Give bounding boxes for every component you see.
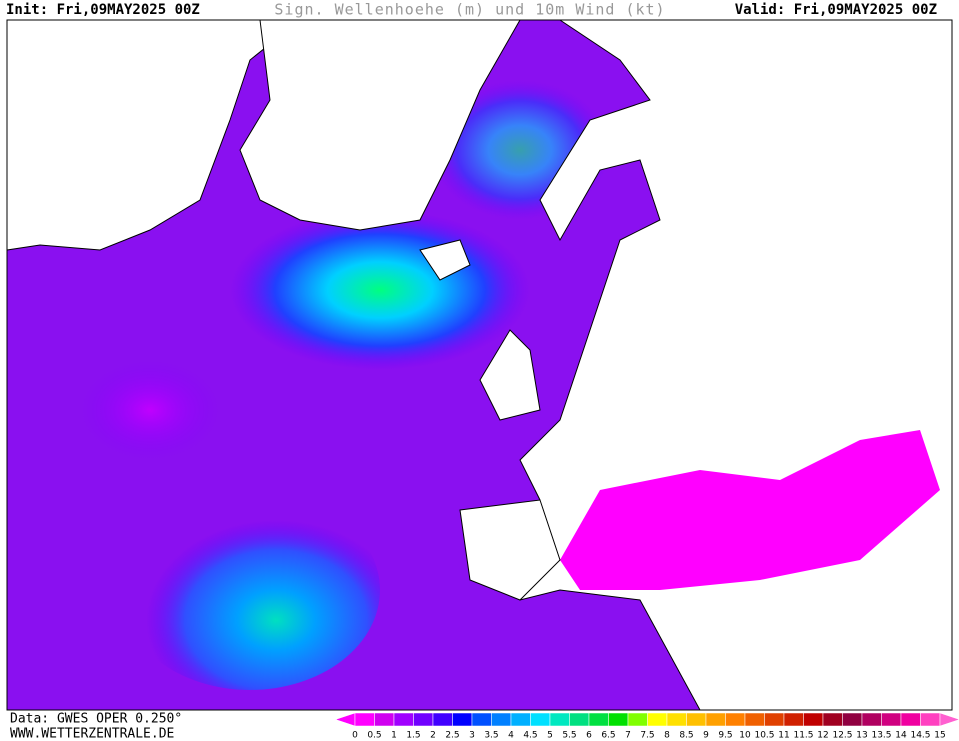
colorbar-label: 4	[508, 731, 514, 741]
colorbar: 0 0.5 1 1.5 2 2.5 3 3.5 4 4.5 5 5.5 6 6.5 7 7.5 8 8.5 9 9.5…	[334, 712, 959, 741]
colorbar-label: 0	[352, 731, 358, 741]
colorbar-label: 4.5	[523, 731, 537, 741]
iberia	[459, 499, 561, 601]
britain	[479, 329, 541, 421]
colorbar-box	[686, 712, 707, 727]
colorbar-label: 6	[586, 731, 592, 741]
website: WWW.WETTERZENTRALE.DE	[10, 727, 174, 741]
colorbar-label: 13.5	[871, 731, 891, 741]
colorbar-label: 2.5	[445, 731, 459, 741]
colorbar-label: 7.5	[640, 731, 654, 741]
data-source: Data: GWES OPER 0.250°	[10, 712, 182, 727]
colorbar-box	[627, 712, 648, 727]
colorbar-under	[334, 712, 356, 727]
map-title: Sign. Wellenhoehe (m) und 10m Wind (kt)	[274, 1, 665, 19]
init-time: Init: Fri,09MAY2025 00Z	[6, 2, 200, 18]
colorbar-label: 1.5	[406, 731, 420, 741]
colorbar-label: 0.5	[367, 731, 381, 741]
iceland	[419, 239, 471, 281]
colorbar-box	[725, 712, 746, 727]
colorbar-box	[881, 712, 902, 727]
colorbar-label: 3	[469, 731, 475, 741]
colorbar-label: 14	[895, 731, 907, 741]
greenland	[239, 19, 521, 231]
colorbar-label: 11.5	[793, 731, 813, 741]
colorbar-box	[647, 712, 668, 727]
map	[6, 19, 953, 711]
colorbar-box	[393, 712, 414, 727]
colorbar-box	[666, 712, 687, 727]
colorbar-label: 9.5	[718, 731, 732, 741]
colorbar-box	[530, 712, 551, 727]
colorbar-box	[549, 712, 570, 727]
colorbar-label: 15	[934, 731, 945, 741]
mediterranean	[560, 430, 940, 590]
colorbar-box	[432, 712, 453, 727]
colorbar-box	[491, 712, 512, 727]
colorbar-box	[471, 712, 492, 727]
colorbar-box	[705, 712, 726, 727]
wave-field	[80, 360, 220, 460]
colorbar-box	[588, 712, 609, 727]
wave-field	[230, 210, 530, 370]
colorbar-label: 14.5	[910, 731, 930, 741]
colorbar-box	[354, 712, 375, 727]
colorbar-label: 1	[391, 731, 397, 741]
colorbar-label: 10.5	[754, 731, 774, 741]
colorbar-box	[920, 712, 941, 727]
colorbar-label: 2	[430, 731, 436, 741]
colorbar-label: 7	[625, 731, 631, 741]
colorbar-label: 8	[664, 731, 670, 741]
colorbar-label: 10	[739, 731, 751, 741]
colorbar-box	[861, 712, 882, 727]
colorbar-box	[803, 712, 824, 727]
colorbar-box	[510, 712, 531, 727]
colorbar-label: 11	[778, 731, 789, 741]
colorbar-box	[822, 712, 843, 727]
colorbar-label: 13	[856, 731, 867, 741]
colorbar-box	[842, 712, 863, 727]
colorbar-box	[900, 712, 921, 727]
map-frame	[6, 19, 953, 711]
colorbar-label: 12.5	[832, 731, 852, 741]
colorbar-label: 3.5	[484, 731, 498, 741]
colorbar-box	[452, 712, 473, 727]
colorbar-label: 8.5	[679, 731, 693, 741]
colorbar-label: 12	[817, 731, 828, 741]
colorbar-label: 5	[547, 731, 553, 741]
colorbar-box	[413, 712, 434, 727]
colorbar-label: 5.5	[562, 731, 576, 741]
valid-time: Valid: Fri,09MAY2025 00Z	[735, 2, 937, 18]
colorbar-box	[569, 712, 590, 727]
colorbar-box	[744, 712, 765, 727]
wave-field	[120, 490, 380, 690]
colorbar-label: 6.5	[601, 731, 615, 741]
colorbar-over	[939, 712, 959, 727]
colorbar-label: 9	[703, 731, 709, 741]
colorbar-box	[374, 712, 395, 727]
colorbar-box	[608, 712, 629, 727]
colorbar-box	[764, 712, 785, 727]
colorbar-box	[783, 712, 804, 727]
